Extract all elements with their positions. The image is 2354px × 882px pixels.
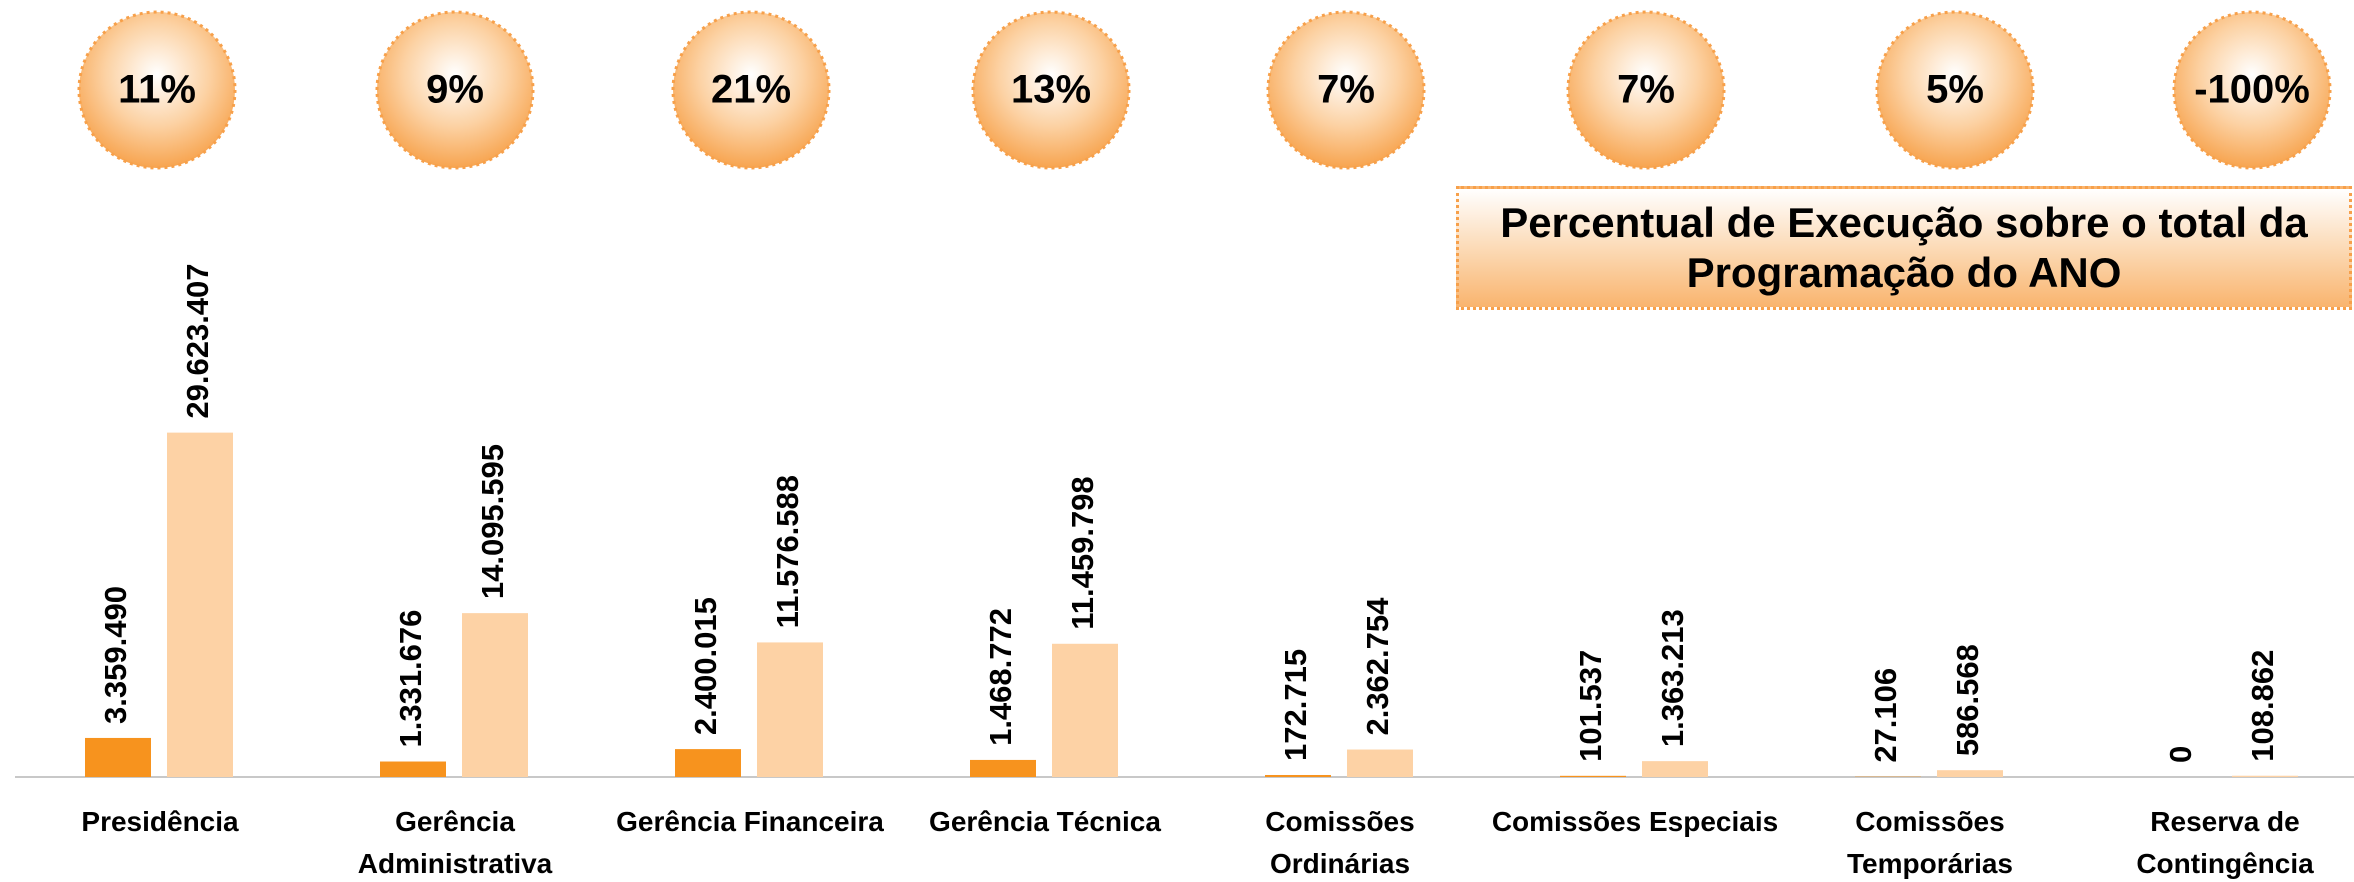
data-label: 29.623.407 (180, 263, 215, 418)
data-label: 1.331.676 (393, 610, 428, 748)
data-label: 101.537 (1573, 650, 1608, 762)
data-label: 1.363.213 (1655, 609, 1690, 747)
percent-label: 11% (118, 68, 196, 112)
percent-bubble (1266, 10, 1426, 170)
bar (757, 642, 823, 777)
percent-bubble (375, 10, 535, 170)
bar (970, 759, 1036, 777)
x-tick-label: Gerência Administrativa (357, 806, 553, 879)
data-label: 3.359.490 (98, 586, 133, 724)
chart-title: Percentual de Execução sobre o total da … (1456, 186, 2352, 310)
x-tick-label: Comissões Ordinárias (1265, 806, 1415, 879)
percent-label: 13% (1011, 68, 1091, 112)
x-tick-label: Presidência (81, 806, 239, 837)
bar (1560, 775, 1626, 777)
bar (167, 432, 233, 777)
percent-bubble (671, 10, 831, 170)
percent-label: 5% (1926, 68, 1984, 112)
x-tick-label: Comissões Especiais (1491, 806, 1779, 837)
bar (85, 737, 151, 777)
bar (1052, 643, 1118, 777)
bar (2232, 775, 2298, 777)
percent-label: 9% (426, 68, 484, 112)
data-label: 0 (2163, 746, 2198, 763)
percent-label: 21% (711, 68, 791, 112)
bar (675, 749, 741, 777)
data-label: 11.576.588 (770, 475, 805, 628)
percent-label: -100% (2194, 68, 2310, 112)
percent-label: 7% (1617, 68, 1675, 112)
x-tick-label: Gerência Técnica (929, 806, 1161, 837)
data-label: 1.468.772 (983, 608, 1018, 746)
percent-bubble (77, 10, 237, 170)
data-label: 14.095.595 (475, 444, 510, 599)
bar (1642, 761, 1708, 777)
data-label: 2.362.754 (1360, 597, 1395, 736)
bar (380, 761, 446, 777)
percent-label: 7% (1317, 68, 1375, 112)
x-tick-label: Reserva de Contingência (2136, 806, 2314, 879)
x-tick-label: Gerência Financeira (616, 806, 884, 837)
data-label: 11.459.798 (1065, 476, 1100, 629)
bar (1937, 770, 2003, 777)
data-label: 108.862 (2245, 650, 2280, 762)
percent-bubble (2172, 10, 2332, 170)
data-label: 172.715 (1278, 649, 1313, 761)
bar (1347, 749, 1413, 777)
percent-bubble (971, 10, 1131, 170)
data-label: 2.400.015 (688, 597, 723, 735)
x-tick-label: Comissões Temporárias (1847, 806, 2013, 879)
data-label: 27.106 (1868, 668, 1903, 763)
data-label: 586.568 (1950, 644, 1985, 756)
bar (462, 613, 528, 777)
bar (1265, 774, 1331, 777)
percent-bubble (1566, 10, 1726, 170)
percent-bubble (1875, 10, 2035, 170)
